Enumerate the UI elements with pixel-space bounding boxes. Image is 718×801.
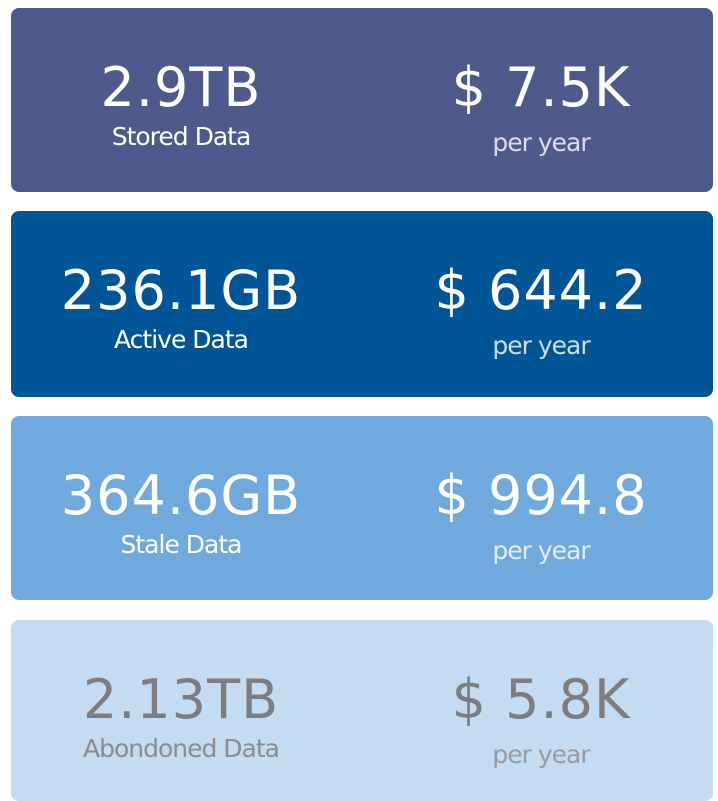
- cost: $ 7.5K: [451, 56, 631, 119]
- size: 236.1GB: [60, 259, 302, 322]
- cost: $ 994.8: [434, 464, 648, 527]
- label: Abondoned Data: [82, 734, 280, 763]
- card: 364.6GB Stale Data $ 994.8 per year: [11, 416, 713, 600]
- period: per year: [492, 740, 590, 769]
- cost: $ 5.8K: [451, 668, 631, 731]
- card: 236.1GB Active Data $ 644.2 per year: [11, 211, 713, 397]
- period: per year: [492, 536, 590, 565]
- size: 2.13TB: [82, 668, 280, 731]
- label: Stored Data: [111, 122, 252, 151]
- label: Stale Data: [120, 530, 243, 559]
- cost: $ 644.2: [434, 259, 648, 322]
- size: 364.6GB: [60, 464, 302, 527]
- label: Active Data: [114, 325, 249, 354]
- period: per year: [492, 128, 590, 157]
- card: 2.9TB Stored Data $ 7.5K per year: [11, 8, 713, 192]
- size: 2.9TB: [100, 56, 262, 119]
- card: 2.13TB Abondoned Data $ 5.8K per year: [11, 620, 713, 801]
- period: per year: [492, 331, 590, 360]
